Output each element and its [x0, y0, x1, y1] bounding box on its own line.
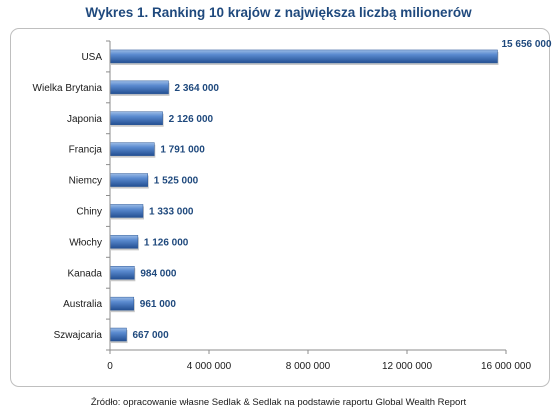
bar-szwajcaria [109, 327, 127, 342]
bar-usa [109, 49, 498, 64]
category-label: USA [81, 52, 102, 63]
value-label: 1 333 000 [149, 206, 194, 217]
value-label: 1 126 000 [144, 237, 189, 248]
category-label: Włochy [69, 237, 102, 248]
bar-australia [109, 296, 135, 311]
value-label: 2 126 000 [169, 114, 214, 125]
category-label: Francja [69, 145, 103, 156]
bar-niemcy [109, 173, 148, 187]
bar-włochy [109, 235, 139, 249]
bar-francja [109, 142, 155, 156]
chart-title: Wykres 1. Ranking 10 krajów z największa… [85, 5, 472, 20]
category-label: Szwajcaria [54, 330, 103, 341]
chart-frame [10, 28, 550, 387]
x-tick-label: 0 [107, 361, 113, 372]
category-label: Wielka Brytania [33, 83, 103, 94]
value-label: 984 000 [140, 268, 177, 279]
bar-chiny [109, 204, 144, 218]
source-note: Źródło: opracowanie własne Sedlak & Sedl… [90, 397, 467, 408]
value-label: 1 525 000 [154, 176, 199, 187]
value-label: 1 791 000 [160, 145, 205, 156]
bar-kanada [109, 266, 135, 280]
x-tick-label: 4 000 000 [187, 361, 232, 372]
bar-japonia [109, 111, 163, 125]
value-label: 667 000 [133, 330, 170, 341]
x-tick-label: 12 000 000 [382, 361, 432, 372]
category-label: Australia [63, 299, 102, 310]
category-label: Japonia [67, 114, 102, 125]
bar-wielka-brytania [109, 80, 169, 95]
value-label: 2 364 000 [175, 83, 220, 94]
category-label: Niemcy [69, 176, 102, 187]
category-label: Chiny [76, 206, 102, 217]
x-tick-label: 8 000 000 [286, 361, 331, 372]
value-label: 15 656 000 [501, 39, 551, 50]
category-label: Kanada [68, 268, 103, 279]
x-tick-label: 16 000 000 [481, 361, 531, 372]
value-label: 961 000 [140, 299, 177, 310]
